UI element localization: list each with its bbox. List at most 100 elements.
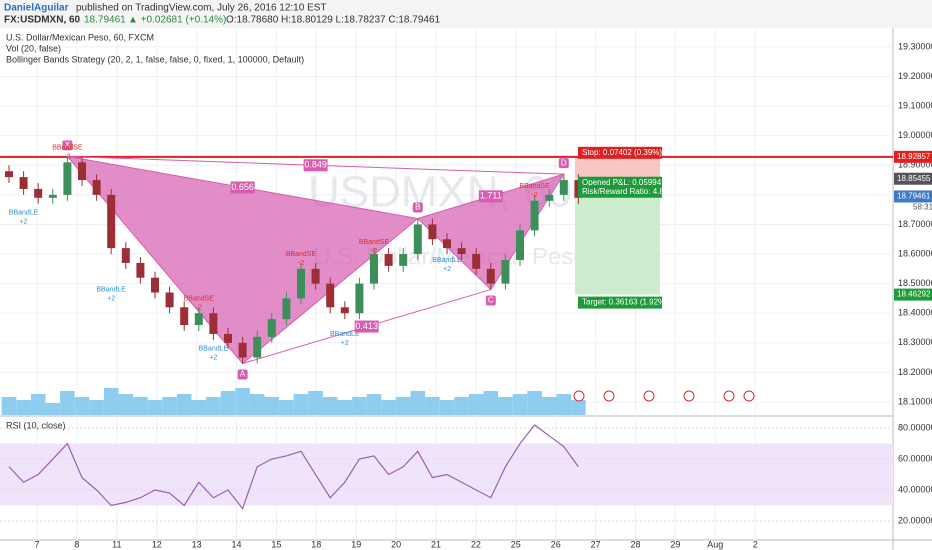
price-tag <box>894 288 932 301</box>
y-tick-label: 18.30000 <box>898 337 932 347</box>
volume-bar <box>264 397 280 415</box>
y-tick-label: 18.20000 <box>898 367 932 377</box>
event-icon[interactable] <box>683 390 695 402</box>
candle-body <box>282 298 291 320</box>
x-tick-label: Aug <box>707 539 723 549</box>
candle-body <box>545 194 554 201</box>
volume-bar <box>74 397 90 415</box>
candle-body <box>297 268 305 299</box>
chart-title: U.S. Dollar/Mexican Peso, 60, FXCM <box>6 32 154 42</box>
event-icon[interactable] <box>573 390 585 402</box>
signal-label: BBandLE <box>199 346 229 353</box>
volume-bar <box>162 397 177 415</box>
events <box>573 390 755 402</box>
volume-bar <box>133 397 148 415</box>
pattern-point-box <box>237 369 248 380</box>
stop-box <box>578 146 662 159</box>
candle-body <box>224 333 232 343</box>
signal-sub: -2 <box>371 248 377 255</box>
price-tag-label: 18.85455 <box>897 174 931 183</box>
signal-label: BBandLE <box>9 209 39 216</box>
last-price: 18.79461 <box>84 15 126 26</box>
volume-bar <box>1 397 17 415</box>
x-tick-label: 2 <box>753 539 758 549</box>
y-tick-label: 18.10000 <box>898 396 932 406</box>
volume-bar <box>45 403 61 415</box>
event-icon[interactable] <box>743 390 755 402</box>
x-tick-label: 7 <box>34 539 39 549</box>
volume-bar <box>322 397 338 415</box>
volume-bar <box>512 394 528 415</box>
target-zone <box>575 178 660 295</box>
pattern-point-label: A <box>240 370 246 379</box>
candle-body <box>326 283 335 308</box>
candle-body <box>267 319 276 337</box>
volume-bar <box>439 400 455 415</box>
signal-label: BBandLE <box>96 286 126 293</box>
y-tick-label: 18.50000 <box>898 278 932 288</box>
candle-body <box>530 200 539 231</box>
stop-text: Stop: 0.07402 (0.39%) <box>582 148 662 157</box>
x-tick-label: 8 <box>74 539 79 549</box>
x-tick-label: 21 <box>431 539 441 549</box>
y-tick-label: 18.70000 <box>898 219 932 229</box>
signal-label: BBandLE <box>330 331 360 338</box>
candle-body <box>457 248 466 255</box>
x-tick-label: 13 <box>192 539 202 549</box>
candle-body <box>107 194 116 249</box>
x-tick-label: 22 <box>471 539 481 549</box>
candle-body <box>370 254 378 284</box>
ratio-label: 0.656 <box>231 182 254 192</box>
signal-sub: -2 <box>196 304 202 311</box>
candle-body <box>238 342 247 358</box>
pattern-point-box <box>485 295 496 306</box>
x-tick-label: 12 <box>152 539 162 549</box>
x-tick-label: 11 <box>112 539 121 549</box>
volume-bar <box>527 391 542 415</box>
x-tick-label: 29 <box>670 539 680 549</box>
candle-body <box>311 268 320 284</box>
change: ▲ +0.02681 (+0.14%) <box>128 15 226 26</box>
price-tag <box>894 150 932 163</box>
candle-body <box>136 262 145 278</box>
pattern-point-label: C <box>488 296 494 305</box>
ohlc: O:18.78680 H:18.80129 L:18.78237 C:18.79… <box>226 15 441 26</box>
x-tick-label: 28 <box>630 539 640 549</box>
pattern-point-box <box>558 158 569 169</box>
signal-label: BBandLE <box>432 257 462 264</box>
x-tick-label: 19 <box>351 539 361 549</box>
signal-label: BBandSE <box>52 144 83 151</box>
author[interactable]: DanielAguilar <box>4 3 69 14</box>
target-box <box>578 296 662 309</box>
event-icon[interactable] <box>603 390 615 402</box>
candle-body <box>121 248 130 263</box>
header-bar <box>0 0 932 28</box>
candle-body <box>516 230 524 260</box>
rr-box <box>578 185 662 198</box>
x-tick-label: 15 <box>271 539 281 549</box>
volume-bar <box>308 391 323 415</box>
candle-body <box>151 277 159 293</box>
candle-body <box>384 254 393 266</box>
event-icon[interactable] <box>723 390 735 402</box>
candle-body <box>501 259 510 284</box>
candle-body <box>92 180 101 195</box>
volume-bar <box>118 394 134 415</box>
volume-bar <box>103 388 119 415</box>
candle-body <box>253 336 262 358</box>
candle-body <box>413 224 422 255</box>
y-tick-label: 19.00000 <box>898 130 932 140</box>
event-icon[interactable] <box>643 390 655 402</box>
price-tag-label: 18.92857 <box>897 152 931 161</box>
symbol: FX:USDMXN, 60 <box>4 15 81 26</box>
y-tick-label: 19.20000 <box>898 71 932 81</box>
x-tick-label: 25 <box>511 539 521 549</box>
volume-bar <box>498 397 513 415</box>
volume-bar <box>30 394 46 415</box>
volume-bar <box>556 394 572 415</box>
ratio-box <box>354 320 379 333</box>
signal-sub: +2 <box>341 340 349 347</box>
volume-bar <box>571 400 586 415</box>
volume-bar <box>220 391 236 415</box>
